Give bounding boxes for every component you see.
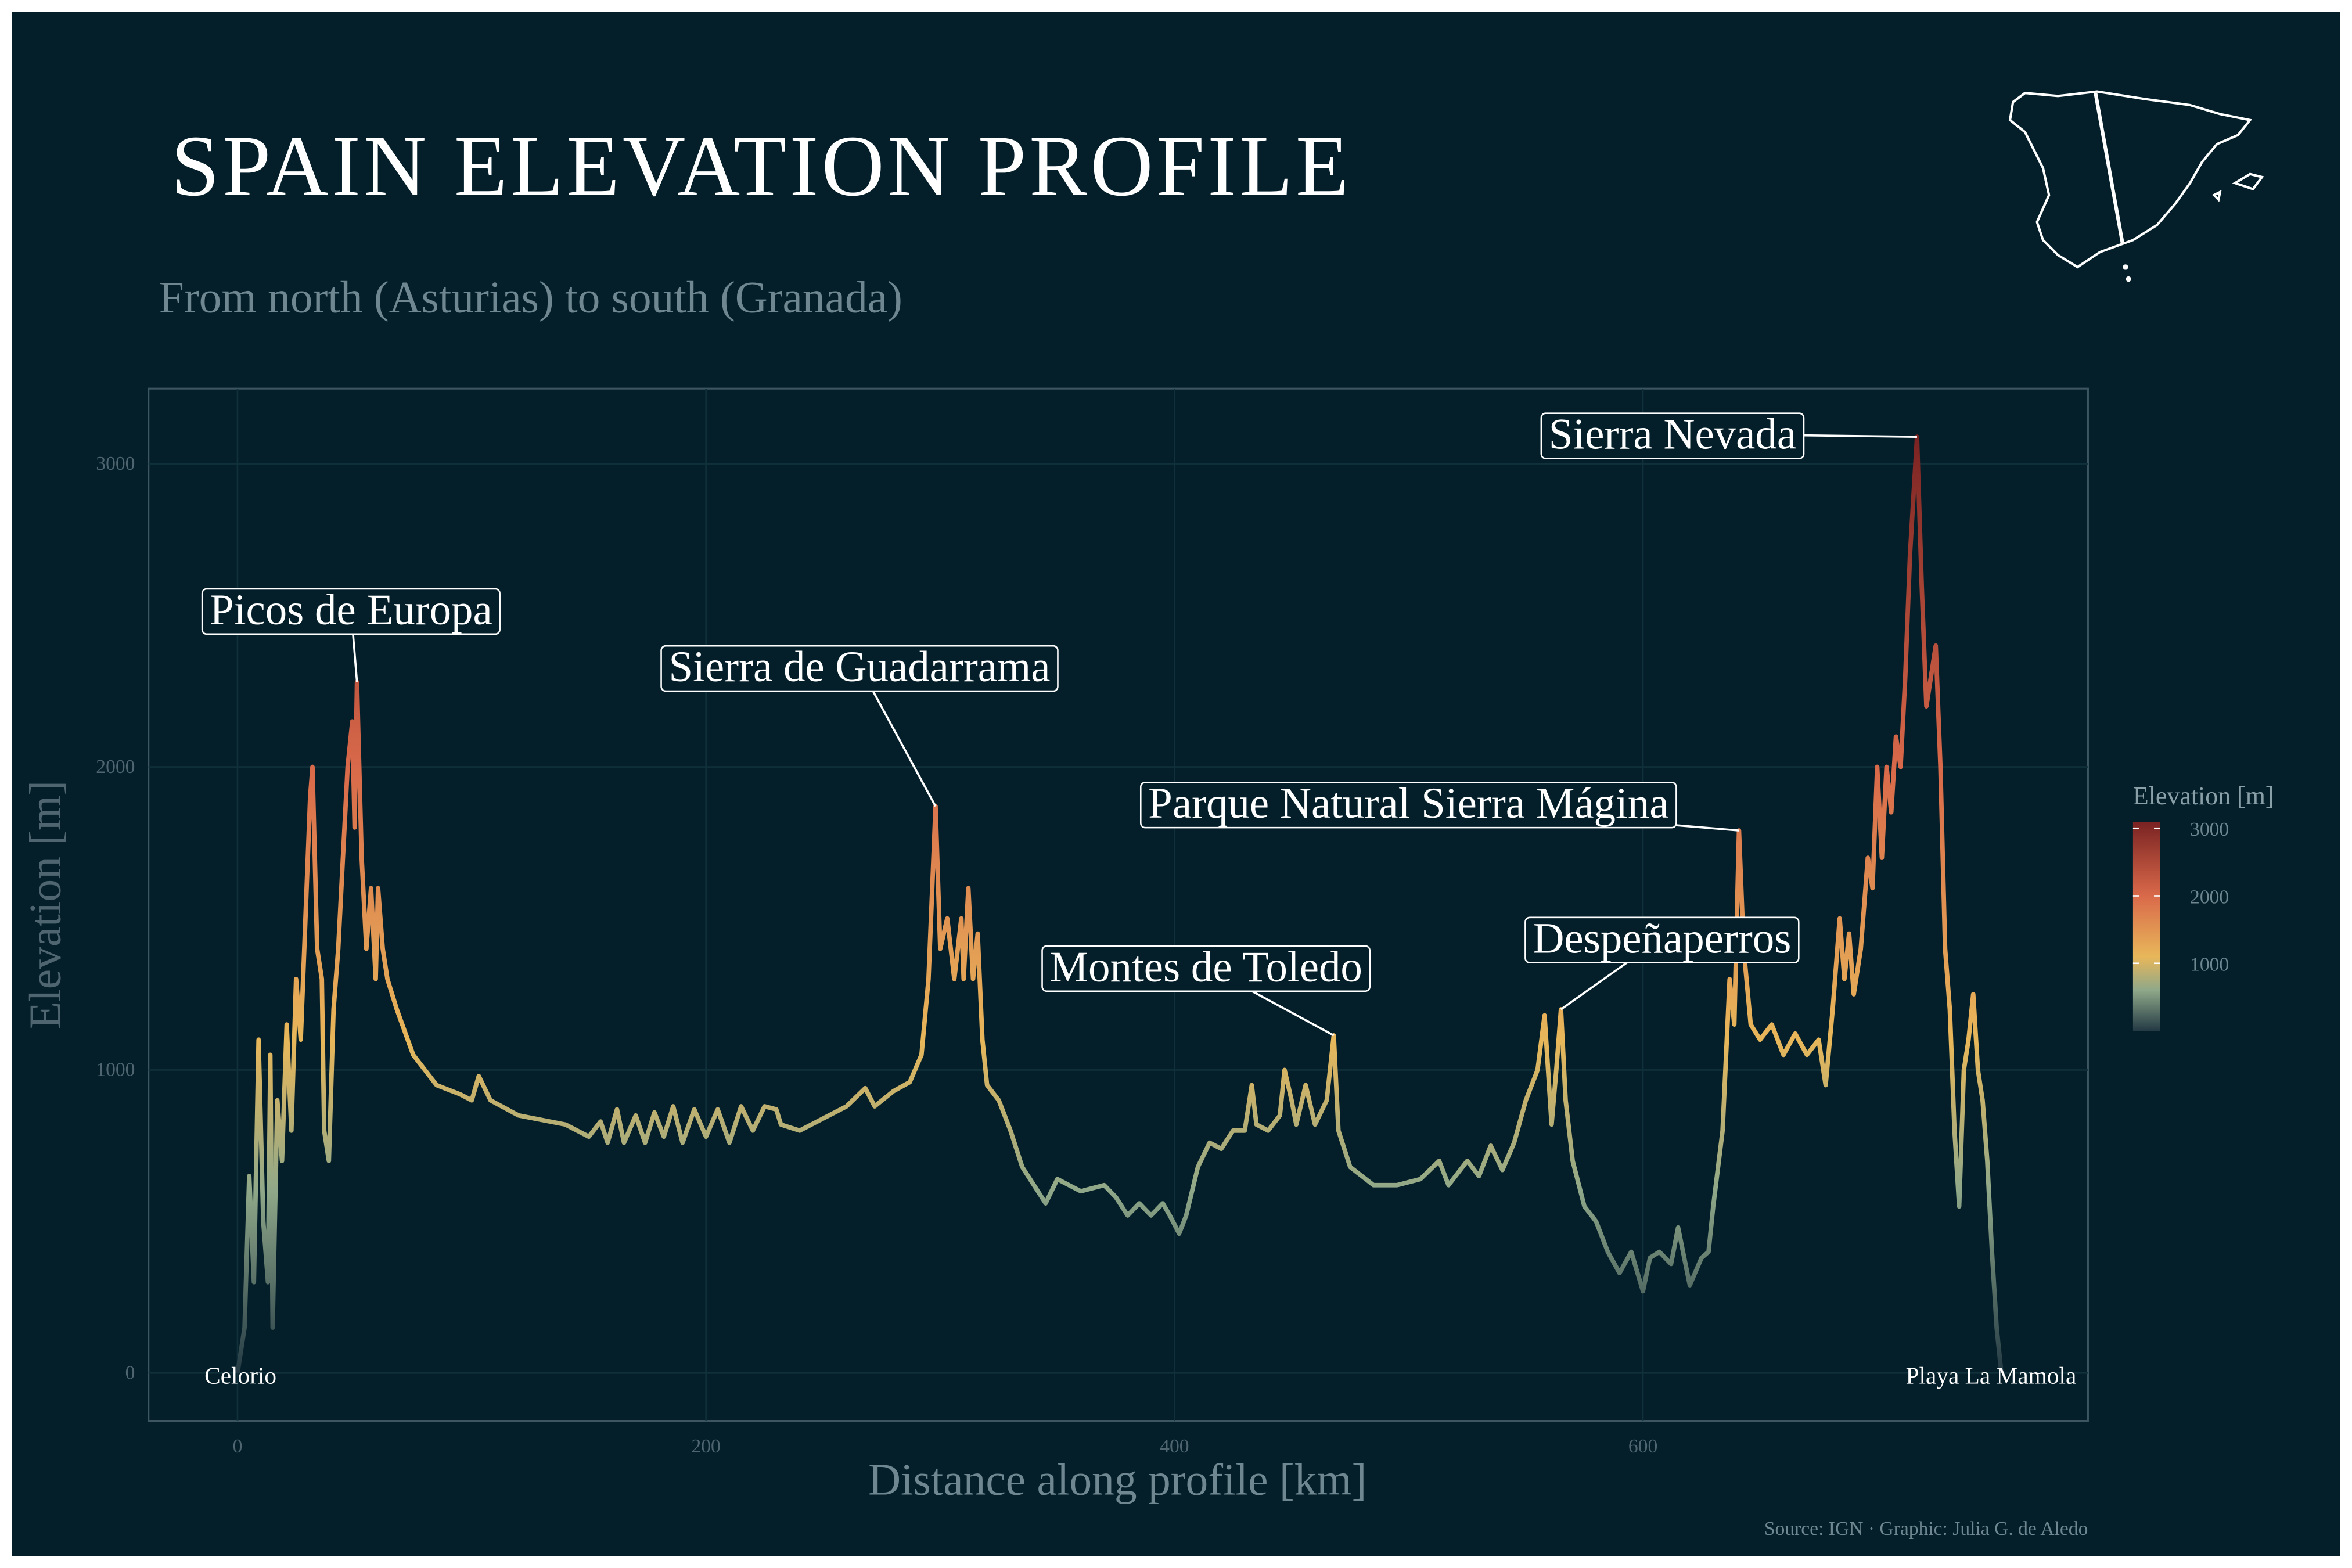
y-tick-label: 0 [125, 1362, 135, 1384]
panel-border [148, 387, 2089, 1422]
annotation-box [660, 645, 1059, 692]
annotation-box [201, 588, 501, 635]
endpoint-label: Celorio [204, 1362, 276, 1389]
annotation-label: Sierra Nevada [1549, 411, 1796, 459]
annotation-label: Parque Natural Sierra Mágina [1148, 779, 1668, 828]
colorbar [2132, 822, 2160, 1031]
source-note: Source: IGN · Graphic: Julia G. de Aledo [1764, 1518, 2088, 1540]
x-tick-label: 200 [691, 1436, 720, 1457]
annotation: Parque Natural Sierra Mágina [1139, 779, 1677, 829]
chart-subtitle: From north (Asturias) to south (Granada) [159, 272, 902, 322]
x-tick-label: 0 [233, 1436, 243, 1457]
annotation: Picos de Europa [201, 586, 501, 635]
legend-tick-label: 1000 [2190, 954, 2229, 976]
plot: Picos de Europa Sierra de Guadarrama Monte… [201, 411, 2077, 1389]
island [2211, 189, 2222, 202]
legend: Elevation [m] 1000 2000 3000 [2132, 782, 2274, 1031]
legend-title: Elevation [m] [2133, 782, 2274, 810]
legend-tick-label: 3000 [2190, 819, 2229, 840]
annotation-box [1524, 916, 1800, 963]
legend-tick-label: 2000 [2190, 886, 2229, 908]
annotation-box [1139, 781, 1677, 829]
island [2232, 172, 2264, 190]
islet [2123, 264, 2128, 270]
y-axis-title: Elevation [m] [20, 781, 70, 1029]
endpoint-label: Playa La Mamola [1906, 1362, 2077, 1389]
annotation-box [1041, 945, 1371, 992]
profile-route [2094, 92, 2124, 244]
x-tick-label: 600 [1628, 1436, 1657, 1457]
annotation: Despeñaperros [1524, 915, 1800, 963]
y-tick-label: 3000 [96, 453, 135, 474]
x-tick-label: 400 [1160, 1436, 1189, 1457]
y-tick-label: 2000 [96, 756, 135, 778]
spain-outline [2008, 90, 2253, 269]
annotation: Montes de Toledo [1041, 943, 1371, 992]
annotation: Sierra Nevada [1540, 411, 1805, 459]
inset-map [2008, 90, 2264, 282]
annotation-label: Despeñaperros [1533, 915, 1791, 963]
annotation: Sierra de Guadarrama [660, 643, 1059, 692]
y-tick-label: 1000 [96, 1059, 135, 1081]
chart-title: SPAIN ELEVATION PROFILE [171, 118, 1351, 214]
x-axis-title: Distance along profile [km] [868, 1454, 1366, 1504]
annotation-label: Montes de Toledo [1049, 943, 1362, 991]
annotation-label: Picos de Europa [210, 586, 492, 634]
annotation-box [1540, 412, 1805, 459]
elevation-line [235, 434, 2004, 1373]
grid: 0 1000 2000 3000 0 200 400 600 [96, 389, 2088, 1457]
islet [2126, 276, 2131, 282]
annotation-label: Sierra de Guadarrama [668, 643, 1050, 691]
